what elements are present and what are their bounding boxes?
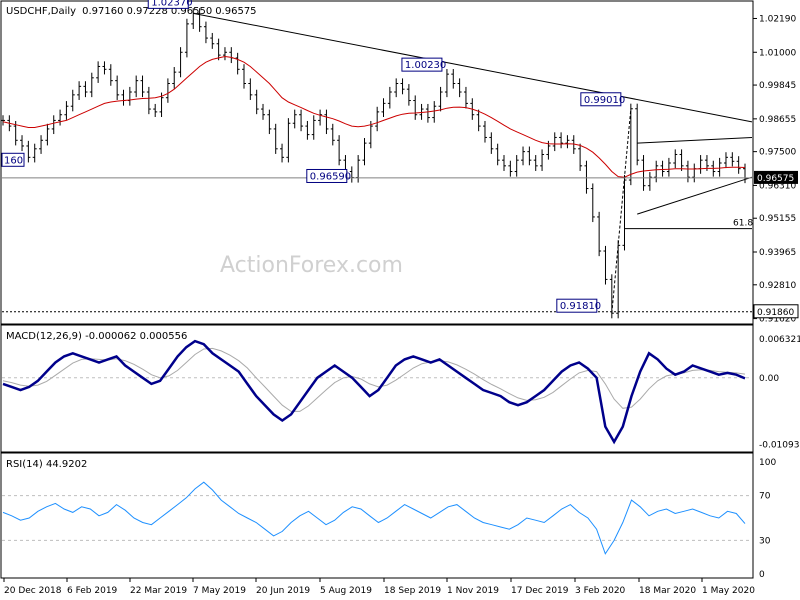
price-annotation-box [580,92,622,107]
price-annotation-label: 0.91810 [560,301,601,312]
edge-annotation-label: 160 [4,155,23,166]
price-annotation-box [306,168,348,183]
watermark: ActionForex.com [220,253,403,278]
x-tick-label: 17 Dec 2019 [511,586,569,596]
macd-signal-line [2,347,746,412]
price-y-tick-label: 0.98655 [759,115,796,125]
macd-line [2,339,746,445]
rsi-pane-frame [0,452,754,579]
price-pane-frame [0,0,754,325]
price-y-tick-label: 0.99845 [759,81,796,91]
price-y-tick-label: 1.01000 [759,48,796,58]
macd-pane-frame [0,324,754,453]
support-price-box [753,304,799,319]
price-annotation-label: 1.00230 [405,60,446,71]
price-annotation-box [147,0,189,9]
price-header: USDCHF,Daily 0.97160 0.97228 0.96550 0.96575 [6,6,257,17]
price-y-tick-label: 0.92810 [759,281,796,291]
price-y-tick-label: 0.97500 [759,148,796,158]
rsi-y-tick-label: 30 [759,536,771,546]
price-annotation-box [556,298,598,313]
macd-y-tick-label: 0.006321 [759,335,800,345]
price-y-tick-label: 0.93965 [759,248,796,258]
edge-annotation-box [1,152,25,167]
rsi-y-tick-label: 0 [759,570,765,580]
x-tick-label: 6 Feb 2019 [67,586,118,596]
x-tick-label: 22 Mar 2019 [130,586,187,596]
rsi-y-tick-label: 100 [759,458,776,468]
price-layer: 1.02370 0.96590 1.00230 0.99010 0.91810 160 61… [1,0,753,319]
triangle-lower-line [637,176,753,215]
price-y-tick-label: 0.91620 [759,315,796,325]
axis-layer: 1.02190 1.01000 0.99845 0.98655 0.97500 0.963… [3,14,800,596]
x-tick-label: 20 Jun 2019 [256,586,310,596]
x-tick-label: 7 May 2019 [193,586,246,596]
x-tick-label: 20 Dec 2018 [4,586,62,596]
price-annotation-box [401,57,443,72]
price-annotation-label: 0.96590 [310,171,351,182]
x-tick-label: 18 Sep 2019 [384,586,441,596]
fib-label: 61.8 [733,219,753,229]
x-tick-label: 3 Feb 2020 [575,586,626,596]
moving-average-line [2,55,746,178]
rsi-header: RSI(14) 44.9202 [6,459,87,470]
macd-header: MACD(12,26,9) -0.000062 0.000556 [6,331,187,342]
x-tick-label: 5 Aug 2019 [320,586,372,596]
rsi-line [2,481,746,555]
current-price-label: 0.96575 [757,174,794,184]
rsi-y-tick-label: 70 [759,492,771,502]
price-y-tick-label: 1.02190 [759,14,796,24]
price-y-tick-label: 0.96310 [759,181,796,191]
rally-line [611,108,632,314]
price-annotation-label: 1.02370 [151,0,192,8]
macd-y-tick-label: 0.00 [759,374,779,384]
macd-y-tick-label: -0.010939 [759,441,800,451]
downtrend-line [193,12,753,123]
price-annotation-label: 0.99010 [584,95,625,106]
current-price-box [754,170,798,184]
macd-layer [2,339,752,445]
x-tick-label: 1 Nov 2019 [447,586,499,596]
triangle-upper-line [637,136,753,144]
x-tick-label: 1 May 2020 [702,586,755,596]
rsi-layer [2,481,752,555]
support-price-label: 0.91860 [757,308,794,318]
x-tick-label: 18 Mar 2020 [639,586,696,596]
price-y-tick-label: 0.95155 [759,214,796,224]
